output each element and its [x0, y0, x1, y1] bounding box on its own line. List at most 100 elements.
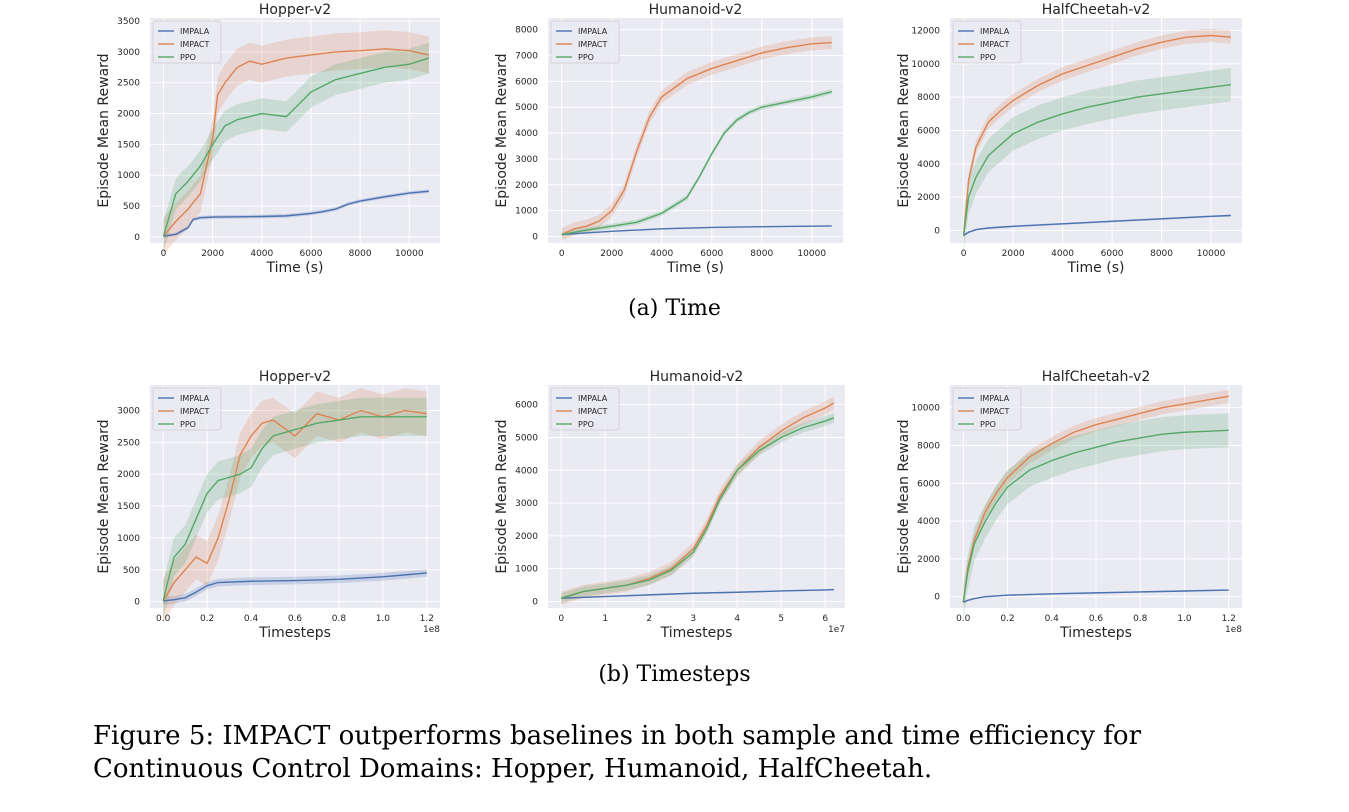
x-tick-label: 0.6 — [288, 614, 303, 624]
series-line-impala — [561, 225, 832, 236]
y-tick-label: 3000 — [515, 499, 538, 509]
chart-panel-6: 0.0 0.2 0.4 0.6 0.8 1.0 1.2 0 2000 4000 6000 8000 10… — [896, 369, 1242, 641]
legend: IMPALA IMPACT PPO — [952, 387, 1022, 431]
y-tick-label: 4000 — [515, 466, 538, 476]
x-tick-label: 1.0 — [376, 614, 391, 624]
y-tick-label: 1000 — [117, 534, 140, 544]
y-tick-label: 10000 — [911, 60, 940, 70]
x-tick-label: 8000 — [750, 249, 773, 259]
x-tick-label: 2000 — [1002, 249, 1025, 259]
x-tick-label: 8000 — [349, 249, 372, 259]
x-tick-label: 0 — [161, 249, 167, 259]
chart-panel-5: 0 1 2 3 4 5 6 0 1000 2000 3000 4000 5000 6000 1e7 Human… — [494, 369, 845, 641]
legend: IMPALA IMPACT PPO — [952, 20, 1022, 64]
legend-label: PPO — [980, 420, 996, 429]
y-tick-label: 1000 — [515, 565, 538, 575]
y-tick-label: 500 — [123, 566, 140, 576]
y-tick-label: 2500 — [117, 79, 140, 89]
legend-label: IMPACT — [578, 407, 607, 416]
chart-panel-2: 0 2000 4000 6000 8000 10000 0 1000 2000 3000 4000 5… — [494, 2, 843, 276]
y-tick-label: 3000 — [117, 406, 140, 416]
y-tick-label: 6000 — [917, 127, 940, 137]
y-tick-label: 2000 — [515, 181, 538, 191]
chart-title: Hopper-v2 — [259, 2, 331, 18]
legend-label: IMPALA — [180, 394, 210, 403]
x-axis-label: Time (s) — [666, 260, 724, 276]
x-tick-label: 4000 — [1051, 249, 1074, 259]
legend-label: PPO — [980, 53, 996, 62]
series-band-impala — [163, 189, 429, 239]
x-tick-label: 1.0 — [1177, 614, 1192, 624]
y-tick-label: 2000 — [917, 193, 940, 203]
y-tick-label: 0 — [934, 227, 940, 237]
series-band-impact — [561, 396, 834, 605]
y-tick-label: 10000 — [911, 404, 940, 414]
x-tick-label: 4000 — [650, 249, 673, 259]
y-tick-label: 3000 — [117, 48, 140, 58]
y-tick-label: 2500 — [117, 438, 140, 448]
x-tick-label: 0 — [961, 249, 967, 259]
x-tick-label: 0 — [558, 614, 564, 624]
series-line-impact — [162, 409, 427, 602]
y-tick-label: 3000 — [515, 155, 538, 165]
x-multiplier-label: 1e7 — [828, 625, 845, 635]
series-band-ppo — [163, 397, 427, 621]
legend-label: IMPALA — [578, 394, 608, 403]
y-tick-label: 1500 — [117, 502, 140, 512]
series-line-ppo — [962, 429, 1229, 603]
series-band-ppo — [963, 413, 1229, 620]
x-axis-label: Time (s) — [1067, 260, 1125, 276]
y-tick-label: 8000 — [917, 93, 940, 103]
legend-label: IMPACT — [180, 407, 209, 416]
x-tick-label: 0.0 — [956, 614, 971, 624]
series-line-impact — [561, 41, 832, 236]
series-line-impact — [162, 48, 430, 237]
x-tick-label: 3 — [690, 614, 696, 624]
series-line-ppo — [162, 57, 430, 237]
x-tick-label: 0.6 — [1089, 614, 1104, 624]
chart-panel-4: 0.0 0.2 0.4 0.6 0.8 1.0 1.2 0 500 1000 1500 2000 250… — [96, 369, 440, 641]
x-tick-label: 6000 — [1101, 249, 1124, 259]
y-tick-label: 500 — [123, 202, 140, 212]
series-line-ppo — [561, 91, 832, 236]
legend: IMPALA IMPACT PPO — [152, 387, 222, 431]
y-tick-label: 0 — [134, 233, 140, 243]
x-tick-label: 4000 — [250, 249, 273, 259]
series-band-ppo — [963, 68, 1231, 253]
series-line-ppo — [162, 416, 427, 602]
x-tick-label: 2 — [646, 614, 652, 624]
y-tick-label: 6000 — [917, 479, 940, 489]
x-tick-label: 5 — [778, 614, 784, 624]
x-tick-label: 4 — [734, 614, 740, 624]
y-axis-label: Episode Mean Reward — [96, 53, 112, 207]
series-line-ppo — [962, 83, 1231, 236]
x-multiplier-label: 1e8 — [1225, 625, 1242, 635]
figure-caption: Figure 5: IMPACT outperforms baselines i… — [93, 721, 1141, 784]
y-axis-label: Episode Mean Reward — [494, 419, 510, 573]
legend-label: IMPALA — [180, 27, 210, 36]
series-line-ppo — [561, 417, 835, 599]
y-tick-label: 1000 — [515, 207, 538, 217]
series-line-impala — [561, 588, 835, 599]
legend-label: PPO — [578, 420, 594, 429]
legend-label: IMPALA — [578, 27, 608, 36]
y-tick-label: 5000 — [515, 433, 538, 443]
series-line-impala — [962, 589, 1229, 603]
chart-title: Humanoid-v2 — [649, 2, 743, 18]
y-tick-label: 6000 — [515, 77, 538, 87]
series-band-impact — [561, 36, 832, 241]
y-tick-label: 3500 — [117, 17, 140, 27]
y-axis-label: Episode Mean Reward — [96, 419, 112, 573]
y-tick-label: 2000 — [917, 555, 940, 565]
legend-label: PPO — [180, 53, 196, 62]
y-tick-label: 4000 — [515, 129, 538, 139]
x-axis-label: Timesteps — [258, 625, 331, 641]
x-tick-label: 0.8 — [332, 614, 347, 624]
chart-panel-1: 0 2000 4000 6000 8000 10000 0 500 1000 1500 2000 25… — [96, 2, 440, 276]
x-tick-label: 0.4 — [1045, 614, 1060, 624]
x-tick-label: 6 — [822, 614, 828, 624]
x-axis-label: Timesteps — [660, 625, 733, 641]
x-tick-label: 1.2 — [420, 614, 434, 624]
legend: IMPALA IMPACT PPO — [152, 20, 222, 64]
series-band-impact — [163, 30, 429, 255]
